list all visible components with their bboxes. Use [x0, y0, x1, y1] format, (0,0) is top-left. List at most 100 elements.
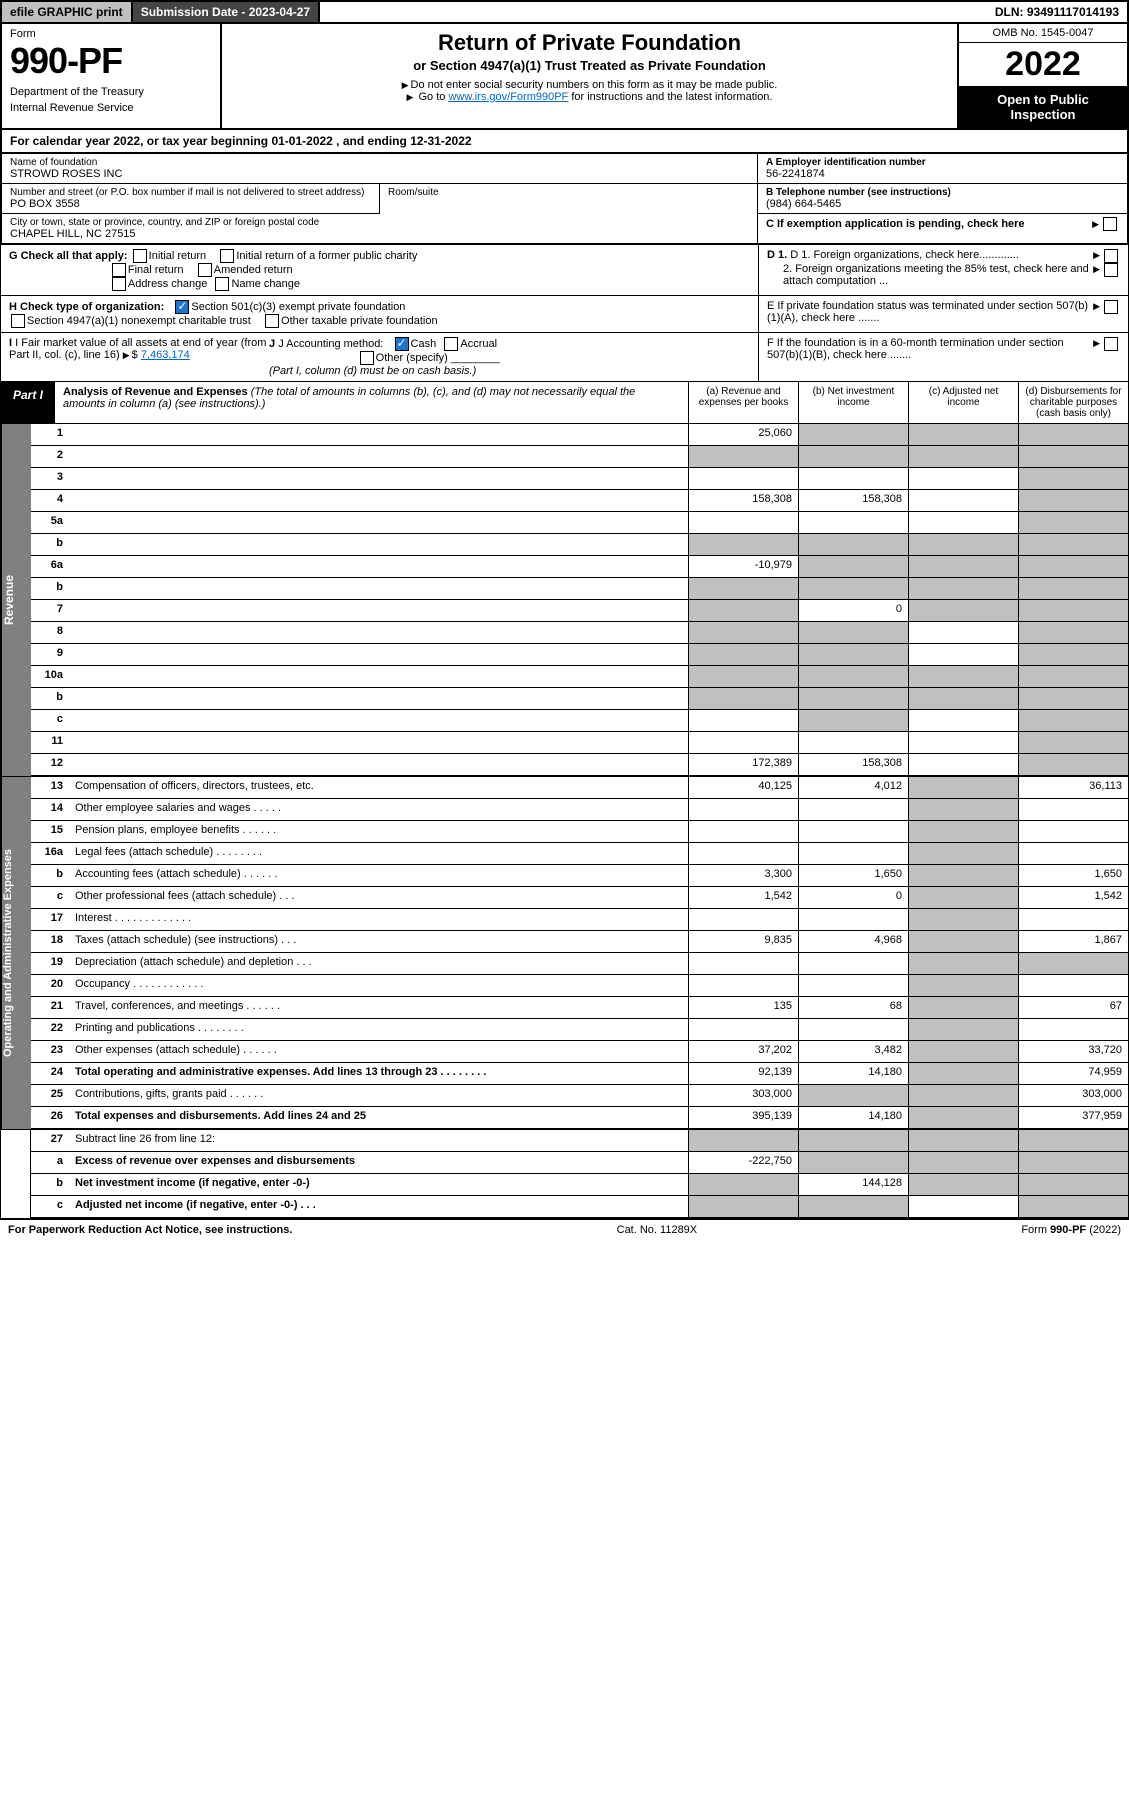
- table-row: 26Total expenses and disbursements. Add …: [31, 1107, 1128, 1129]
- line-description: [71, 490, 688, 511]
- tax-year: 2022: [959, 43, 1127, 86]
- col-a-value: [688, 468, 798, 489]
- g-address-change[interactable]: [112, 277, 126, 291]
- i-j-row: I I Fair market value of all assets at e…: [0, 333, 1129, 382]
- col-d-value: [1018, 754, 1128, 775]
- line-description: [71, 666, 688, 687]
- line-number: 17: [31, 909, 71, 930]
- col-c-value: [908, 468, 1018, 489]
- g-row: G Check all that apply: Initial return I…: [0, 245, 1129, 296]
- col-c-value: [908, 843, 1018, 864]
- table-row: 14Other employee salaries and wages . . …: [31, 799, 1128, 821]
- col-b-value: [798, 843, 908, 864]
- line-number: 13: [31, 777, 71, 798]
- irs-link[interactable]: www.irs.gov/Form990PF: [448, 91, 568, 103]
- g-name-change[interactable]: [215, 277, 229, 291]
- table-row: 18Taxes (attach schedule) (see instructi…: [31, 931, 1128, 953]
- table-row: 23Other expenses (attach schedule) . . .…: [31, 1041, 1128, 1063]
- line-number: 22: [31, 1019, 71, 1040]
- table-row: 20Occupancy . . . . . . . . . . . .: [31, 975, 1128, 997]
- col-b-value: [798, 1196, 908, 1217]
- col-d-value: [1018, 1196, 1128, 1217]
- col-b-value: [798, 821, 908, 842]
- g-final-return[interactable]: [112, 263, 126, 277]
- line-number: b: [31, 865, 71, 886]
- col-d-value: [1018, 799, 1128, 820]
- table-row: 9: [31, 644, 1128, 666]
- g-initial-return[interactable]: [133, 249, 147, 263]
- entity-info: Name of foundation STROWD ROSES INC Numb…: [0, 154, 1129, 245]
- line-description: Depreciation (attach schedule) and deple…: [71, 953, 688, 974]
- col-a-value: [688, 512, 798, 533]
- d1-checkbox[interactable]: [1104, 249, 1118, 263]
- form-title: Return of Private Foundation: [228, 30, 951, 56]
- line-description: Taxes (attach schedule) (see instruction…: [71, 931, 688, 952]
- line-number: c: [31, 1196, 71, 1217]
- d2-checkbox[interactable]: [1104, 263, 1118, 277]
- col-d-value: [1018, 534, 1128, 555]
- f-checkbox[interactable]: [1104, 337, 1118, 351]
- c-checkbox[interactable]: [1103, 217, 1117, 231]
- col-c-value: [908, 997, 1018, 1018]
- line-number: b: [31, 1174, 71, 1195]
- col-a-value: [688, 446, 798, 467]
- j-other-checkbox[interactable]: [360, 351, 374, 365]
- col-c-value: [908, 1019, 1018, 1040]
- street-address: PO BOX 3558: [10, 198, 371, 210]
- h-other-checkbox[interactable]: [265, 314, 279, 328]
- j-accrual-checkbox[interactable]: [444, 337, 458, 351]
- table-row: 8: [31, 622, 1128, 644]
- line-number: 25: [31, 1085, 71, 1106]
- col-c-value: [908, 578, 1018, 599]
- g-amended[interactable]: [198, 263, 212, 277]
- g-initial-former[interactable]: [220, 249, 234, 263]
- part1-label: Part I: [1, 382, 55, 423]
- col-a-value: 172,389: [688, 754, 798, 775]
- table-row: 21Travel, conferences, and meetings . . …: [31, 997, 1128, 1019]
- table-row: cOther professional fees (attach schedul…: [31, 887, 1128, 909]
- col-c-value: [908, 446, 1018, 467]
- table-row: 16aLegal fees (attach schedule) . . . . …: [31, 843, 1128, 865]
- line-description: Subtract line 26 from line 12:: [71, 1130, 688, 1151]
- line-description: [71, 644, 688, 665]
- page-footer: For Paperwork Reduction Act Notice, see …: [0, 1219, 1129, 1240]
- e-checkbox[interactable]: [1104, 300, 1118, 314]
- line-description: [71, 688, 688, 709]
- col-d-value: [1018, 556, 1128, 577]
- col-d-value: [1018, 688, 1128, 709]
- col-d-value: 377,959: [1018, 1107, 1128, 1128]
- col-b-value: 3,482: [798, 1041, 908, 1062]
- efile-label[interactable]: efile GRAPHIC print: [2, 2, 133, 22]
- h-4947-checkbox[interactable]: [11, 314, 25, 328]
- fmv-assets[interactable]: 7,463,174: [141, 349, 190, 361]
- line-description: [71, 732, 688, 753]
- j-cash-checkbox[interactable]: [395, 337, 409, 351]
- col-a-value: [688, 688, 798, 709]
- col-c-value: [908, 1174, 1018, 1195]
- telephone: (984) 664-5465: [766, 198, 1119, 210]
- table-row: 5a: [31, 512, 1128, 534]
- line-number: c: [31, 887, 71, 908]
- expenses-side-label: Operating and Administrative Expenses: [1, 777, 31, 1129]
- line-description: Total expenses and disbursements. Add li…: [71, 1107, 688, 1128]
- table-row: 19Depreciation (attach schedule) and dep…: [31, 953, 1128, 975]
- table-row: b: [31, 688, 1128, 710]
- line-description: Other employee salaries and wages . . . …: [71, 799, 688, 820]
- col-b-value: 158,308: [798, 754, 908, 775]
- table-row: 24Total operating and administrative exp…: [31, 1063, 1128, 1085]
- revenue-side-label: Revenue: [1, 424, 31, 776]
- col-b-value: [798, 1019, 908, 1040]
- col-d-value: [1018, 666, 1128, 687]
- col-a-value: 395,139: [688, 1107, 798, 1128]
- line-description: Total operating and administrative expen…: [71, 1063, 688, 1084]
- col-c-value: [908, 600, 1018, 621]
- line-number: 16a: [31, 843, 71, 864]
- col-d-value: [1018, 909, 1128, 930]
- address-cell: Number and street (or P.O. box number if…: [2, 184, 379, 214]
- col-b-value: [798, 1152, 908, 1173]
- col-b-value: [798, 534, 908, 555]
- line-number: 7: [31, 600, 71, 621]
- h-501c3-checkbox[interactable]: [175, 300, 189, 314]
- col-a-value: [688, 1196, 798, 1217]
- col-d-header: (d) Disbursements for charitable purpose…: [1018, 382, 1128, 423]
